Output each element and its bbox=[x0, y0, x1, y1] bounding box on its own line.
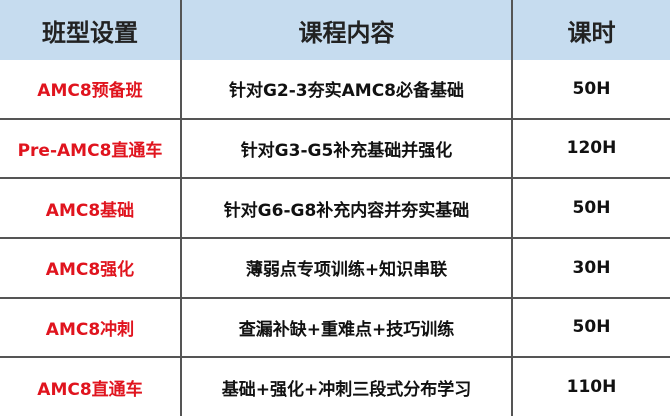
table-row: AMC8基础 针对G6-G8补充内容并夯实基础 50H bbox=[0, 177, 670, 239]
header-cell: 课时 bbox=[511, 0, 670, 60]
header-cell: 班型设置 bbox=[0, 0, 182, 60]
course-content: 基础+强化+冲刺三段式分布学习 bbox=[180, 356, 513, 416]
class-name: AMC8直通车 bbox=[0, 356, 182, 416]
table-body: AMC8预备班 针对G2-3夯实AMC8必备基础 50H Pre-AMC8直通车 针对G… bbox=[0, 60, 670, 416]
course-content: 查漏补缺+重难点+技巧训练 bbox=[180, 296, 513, 359]
hours: 50H bbox=[511, 296, 670, 359]
table-row: AMC8冲刺 查漏补缺+重难点+技巧训练 50H bbox=[0, 296, 670, 359]
course-content: 针对G6-G8补充内容并夯实基础 bbox=[180, 177, 513, 239]
course-content: 针对G2-3夯实AMC8必备基础 bbox=[180, 60, 513, 120]
course-content: 针对G3-G5补充基础并强化 bbox=[180, 117, 513, 180]
table-row: Pre-AMC8直通车 针对G3-G5补充基础并强化 120H bbox=[0, 117, 670, 180]
class-name: AMC8冲刺 bbox=[0, 296, 182, 359]
hours: 30H bbox=[511, 236, 670, 299]
table-row: AMC8直通车 基础+强化+冲刺三段式分布学习 110H bbox=[0, 356, 670, 416]
hours: 120H bbox=[511, 117, 670, 180]
course-content: 薄弱点专项训练+知识串联 bbox=[180, 236, 513, 299]
table-row: AMC8强化 薄弱点专项训练+知识串联 30H bbox=[0, 236, 670, 299]
hours: 50H bbox=[511, 177, 670, 239]
class-name: AMC8基础 bbox=[0, 177, 182, 239]
header-cell: 课程内容 bbox=[180, 0, 513, 60]
class-name: AMC8预备班 bbox=[0, 60, 182, 120]
table-row: AMC8预备班 针对G2-3夯实AMC8必备基础 50H bbox=[0, 60, 670, 120]
hours: 50H bbox=[511, 60, 670, 120]
header-row: 班型设置 课程内容 课时 bbox=[0, 0, 670, 60]
class-name: AMC8强化 bbox=[0, 236, 182, 299]
hours: 110H bbox=[511, 356, 670, 416]
class-name: Pre-AMC8直通车 bbox=[0, 117, 182, 180]
